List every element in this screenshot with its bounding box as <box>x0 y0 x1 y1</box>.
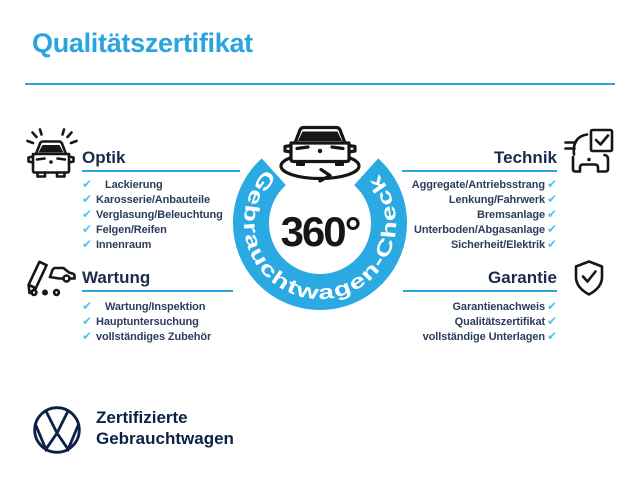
checklist-item: ✔ Hauptuntersuchung <box>82 314 211 329</box>
check-icon: ✔ <box>82 177 92 191</box>
check-icon: ✔ <box>82 207 92 221</box>
item-label: Lenkung/Fahrwerk <box>448 194 546 206</box>
section-underline-garantie <box>403 290 557 292</box>
item-label: Lackierung <box>104 179 163 191</box>
check-icon: ✔ <box>82 314 92 328</box>
item-label: Hauptuntersuchung <box>95 316 199 328</box>
check-icon: ✔ <box>547 237 557 251</box>
shield-check-icon <box>574 260 604 296</box>
badge-center-label: 360° <box>281 208 360 255</box>
page-title: Qualitätszertifikat <box>32 28 253 58</box>
section-title-technik: Technik <box>494 148 557 167</box>
360-badge: Gebrauchtwagen-Check 360° <box>233 125 407 310</box>
check-icon: ✔ <box>547 299 557 313</box>
check-icon: ✔ <box>82 237 92 251</box>
check-icon: ✔ <box>82 192 92 206</box>
check-icon: ✔ <box>547 222 557 236</box>
checklist-item: Aggregate/Antriebsstrang ✔ <box>362 177 557 192</box>
check-icon: ✔ <box>547 314 557 328</box>
item-label: Unterboden/Abgasanlage <box>413 224 546 236</box>
checklist-item: ✔ Verglasung/Beleuchtung <box>82 207 223 222</box>
item-label: Wartung/Inspektion <box>104 301 206 313</box>
check-icon: ✔ <box>82 222 92 236</box>
item-label: Aggregate/Antriebsstrang <box>411 179 546 191</box>
section-title-wartung: Wartung <box>82 268 151 287</box>
checklist-item: ✔ Lackierung <box>82 177 223 192</box>
section-title-optik: Optik <box>82 148 126 167</box>
checklist-item: Garantienachweis ✔ <box>362 299 557 314</box>
checklist-item: Sicherheit/Elektrik ✔ <box>362 237 557 252</box>
check-icon: ✔ <box>82 329 92 343</box>
item-label: Felgen/Reifen <box>95 224 167 236</box>
checklist-item: ✔ vollständiges Zubehör <box>82 329 211 344</box>
item-label: Verglasung/Beleuchtung <box>95 209 223 221</box>
footer-line1: Zertifizierte <box>96 408 188 427</box>
check-icon: ✔ <box>82 299 92 313</box>
check-icon: ✔ <box>547 177 557 191</box>
item-label: Innenraum <box>95 239 152 251</box>
check-icon: ✔ <box>547 192 557 206</box>
checklist-item: Unterboden/Abgasanlage ✔ <box>362 222 557 237</box>
checklist-item: ✔ Wartung/Inspektion <box>82 299 211 314</box>
car-shine-icon <box>26 128 78 178</box>
vw-logo <box>33 406 81 454</box>
checklist-item: ✔ Karosserie/Anbauteile <box>82 192 223 207</box>
item-label: vollständiges Zubehör <box>95 331 212 343</box>
item-label: Karosserie/Anbauteile <box>95 194 211 206</box>
car-checkbox-icon <box>564 128 614 173</box>
checklist-item: vollständige Unterlagen ✔ <box>362 329 557 344</box>
section-underline-technik <box>402 170 557 172</box>
wartung-checklist: ✔ Wartung/Inspektion ✔ Hauptuntersuchung ✔… <box>82 299 211 344</box>
footer-brand-text: Zertifizierte Gebrauchtwagen <box>96 407 234 449</box>
section-title-garantie: Garantie <box>488 268 557 287</box>
checklist-item: Qualitätszertifikat ✔ <box>362 314 557 329</box>
garantie-checklist: Garantienachweis ✔ Qualitätszertifikat ✔ v… <box>362 299 557 344</box>
optik-checklist: ✔ Lackierung ✔ Karosserie/Anbauteile ✔ Verg… <box>82 177 223 252</box>
header-divider <box>25 83 615 85</box>
check-icon: ✔ <box>547 329 557 343</box>
item-label: Bremsanlage <box>477 209 546 221</box>
badge-ring <box>233 158 407 310</box>
technik-checklist: Aggregate/Antriebsstrang ✔ Lenkung/Fahrwe… <box>362 177 557 252</box>
item-label: vollständige Unterlagen <box>422 331 546 343</box>
item-label: Garantienachweis <box>452 301 546 313</box>
car-rotation-icon <box>279 125 361 183</box>
checklist-item: ✔ Felgen/Reifen <box>82 222 223 237</box>
section-underline-wartung <box>82 290 233 292</box>
checklist-item: Bremsanlage ✔ <box>362 207 557 222</box>
check-icon: ✔ <box>547 207 557 221</box>
footer-line2: Gebrauchtwagen <box>96 429 234 448</box>
section-underline-optik <box>82 170 240 172</box>
item-label: Qualitätszertifikat <box>454 316 546 328</box>
item-label: Sicherheit/Elektrik <box>450 239 546 251</box>
service-note-icon <box>27 260 76 297</box>
checklist-item: Lenkung/Fahrwerk ✔ <box>362 192 557 207</box>
checklist-item: ✔ Innenraum <box>82 237 223 252</box>
